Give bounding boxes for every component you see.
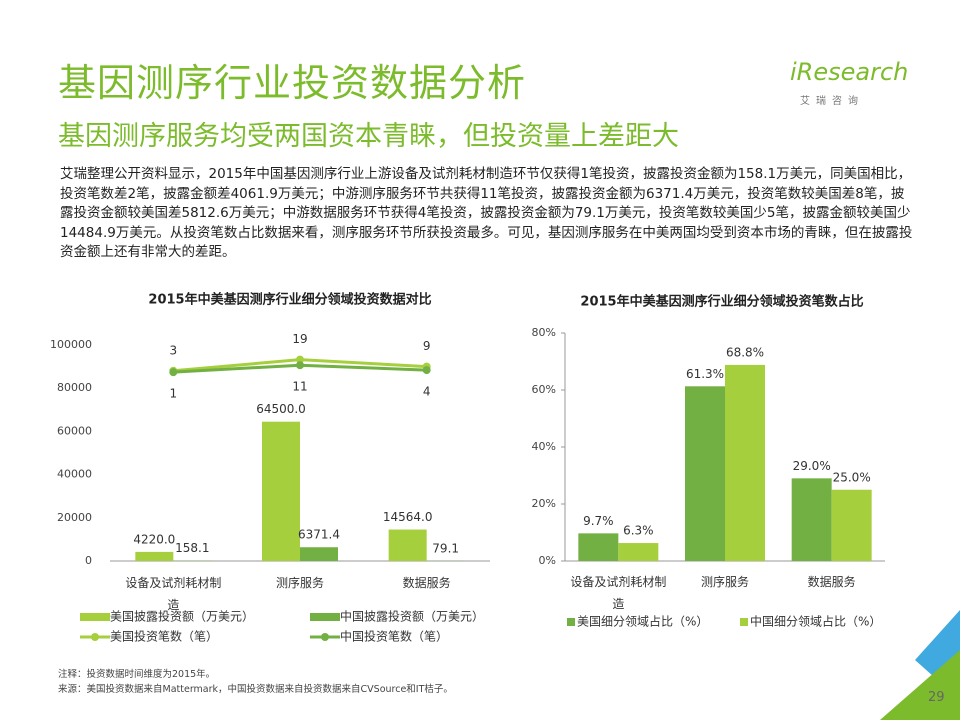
- data-label: 3: [170, 343, 178, 357]
- data-label: 19: [292, 332, 307, 346]
- x-tick-label-box: 数据服务: [807, 575, 856, 589]
- y-tick-label: 60000: [57, 424, 92, 437]
- y-tick-label: 60%: [532, 383, 556, 396]
- legend-label: 美国投资笔数（笔）: [110, 629, 218, 644]
- x-tick-label-box: 数据服务: [402, 576, 451, 590]
- bar: [300, 547, 338, 561]
- bar: [262, 421, 300, 561]
- x-tick-label: 数据服务: [402, 576, 451, 590]
- line-marker: [296, 355, 304, 364]
- logo-tagline: 艾瑞咨询: [800, 96, 864, 107]
- data-label: 29.0%: [793, 459, 831, 473]
- x-tick-label: 测序服务: [275, 576, 324, 590]
- data-label: 14564.0: [383, 510, 433, 524]
- data-label: 158.1: [175, 541, 209, 555]
- footnote: 注释：投资数据时间维度为2015年。: [58, 669, 216, 680]
- y-tick-label: 100000: [50, 338, 92, 351]
- data-label: 6371.4: [298, 528, 340, 542]
- page-number: 29: [928, 690, 945, 705]
- bar: [685, 386, 725, 561]
- data-label: 11: [292, 380, 307, 394]
- x-tick-label: 数据服务: [807, 575, 856, 589]
- footnote: 来源：美国投资数据来自Mattermark，中国投资数据来自投资数据来自CVSo…: [58, 684, 453, 695]
- x-tick-label-box: 设备及试剂耗材制造: [125, 576, 222, 612]
- body-text: 艾瑞整理公开资料显示，2015年中国基因测序行业上游设备及试剂耗材制造环节仅获得…: [60, 166, 913, 260]
- data-label: 61.3%: [686, 367, 724, 381]
- x-tick-label-box: 测序服务: [700, 575, 749, 589]
- bar: [135, 551, 174, 561]
- bar: [791, 478, 832, 561]
- x-tick-label-box: 测序服务: [275, 576, 324, 590]
- bar: [725, 364, 765, 561]
- y-tick-label: 40000: [57, 468, 92, 481]
- bar: [831, 489, 872, 561]
- bar: [388, 529, 427, 561]
- slide-title: 基因测序行业投资数据分析: [58, 61, 527, 105]
- data-label: 9: [423, 339, 431, 353]
- data-label: 68.8%: [726, 345, 764, 359]
- y-tick-label: 20%: [532, 497, 556, 510]
- slide-subtitle: 基因测序服务均受两国资本青睐，但投资量上差距大: [58, 121, 679, 152]
- bar: [618, 543, 659, 561]
- x-tick-label-box: 设备及试剂耗材制造: [570, 575, 667, 611]
- y-tick-label: 80%: [532, 326, 556, 339]
- data-label: 64500.0: [256, 402, 306, 416]
- x-tick-label: 测序服务: [700, 575, 749, 589]
- legend-label: 中国细分领域占比（%）: [750, 614, 881, 629]
- data-label: 4220.0: [133, 532, 175, 546]
- y-tick-label: 80000: [57, 381, 92, 394]
- decoration: [880, 650, 960, 720]
- chart-title: 2015年中美基因测序行业细分领域投资笔数占比: [580, 294, 863, 310]
- legend-label: 中国披露投资额（万美元）: [340, 609, 484, 624]
- chart-title: 2015年中美基因测序行业细分领域投资数据对比: [148, 292, 431, 308]
- data-label: 9.7%: [583, 514, 614, 528]
- line-marker: [169, 368, 178, 377]
- y-tick-label: 40%: [532, 440, 556, 453]
- legend-swatch: [91, 633, 99, 641]
- data-label: 1: [170, 387, 178, 401]
- legend-label: 中国投资笔数（笔）: [340, 629, 448, 644]
- y-tick-label: 20000: [57, 511, 92, 524]
- data-label: 6.3%: [623, 524, 654, 538]
- legend-swatch: [740, 618, 748, 626]
- x-tick-label: 设备及试剂耗材制造: [125, 576, 222, 612]
- data-label: 25.0%: [833, 470, 871, 484]
- data-label: 79.1: [432, 541, 459, 555]
- legend-swatch: [567, 618, 575, 626]
- data-label: 4: [423, 385, 431, 399]
- logo: iResearch: [790, 58, 909, 86]
- x-tick-label: 设备及试剂耗材制造: [570, 575, 667, 611]
- legend-label: 美国披露投资额（万美元）: [110, 609, 254, 624]
- legend-swatch: [80, 613, 110, 621]
- bar: [578, 533, 619, 561]
- line-marker: [296, 361, 304, 370]
- legend-label: 美国细分领域占比（%）: [577, 614, 708, 629]
- y-tick-label: 0%: [539, 554, 556, 567]
- y-tick-label: 0: [85, 554, 92, 567]
- legend-swatch: [321, 633, 329, 641]
- legend-swatch: [310, 613, 340, 621]
- line-marker: [422, 366, 431, 375]
